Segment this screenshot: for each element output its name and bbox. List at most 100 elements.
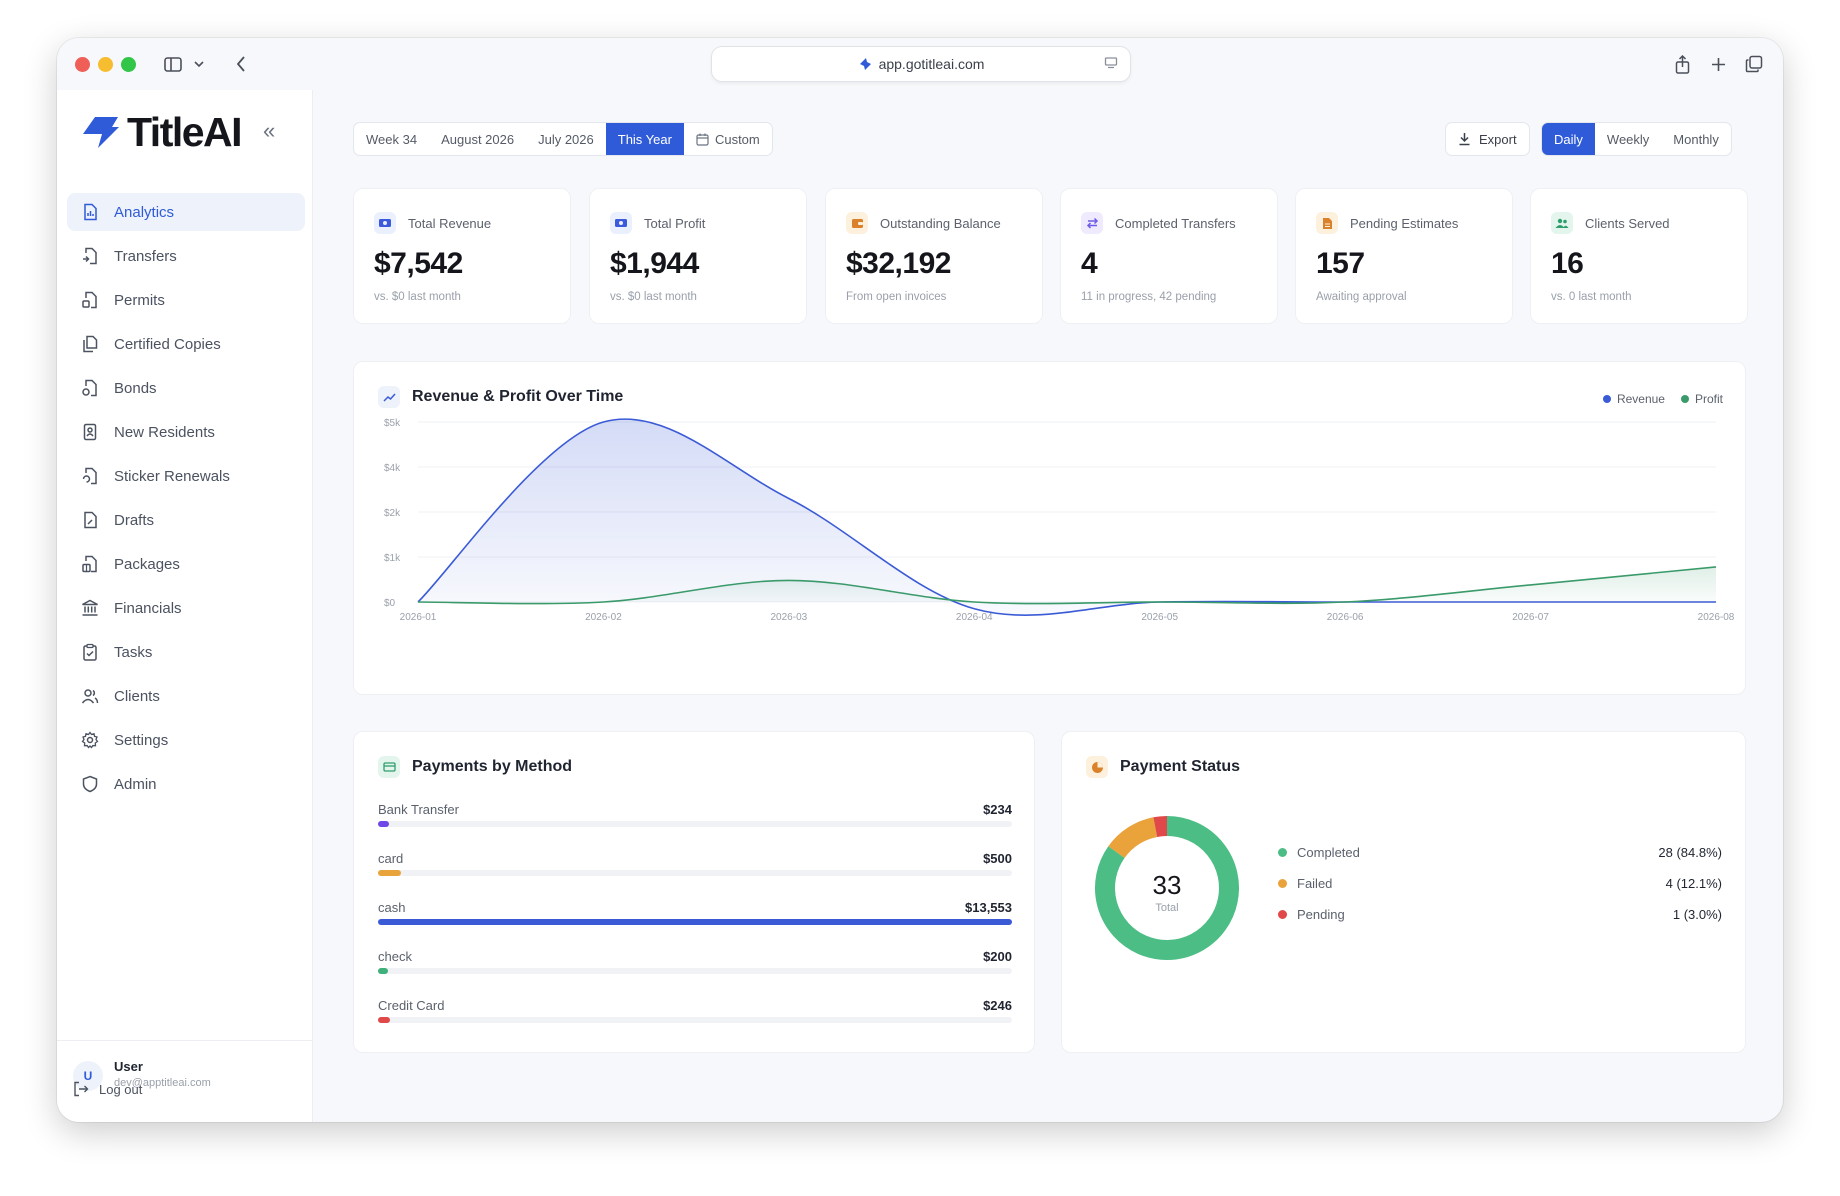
- minimize-window-button[interactable]: [98, 57, 113, 72]
- calendar-icon: [696, 133, 709, 146]
- logout-label: Log out: [99, 1081, 143, 1097]
- sidebar-item-label: Bonds: [114, 379, 157, 397]
- kpi-subtext: From open invoices: [846, 291, 947, 303]
- y-tick-label: $1k: [384, 553, 401, 564]
- swap-icon: [1081, 212, 1103, 234]
- status-row-failed: Failed 4 (12.1%): [1278, 876, 1722, 891]
- x-tick-label: 2026-04: [956, 612, 993, 623]
- status-dot: [1278, 879, 1287, 888]
- date-range-selector: Week 34 August 2026 July 2026 This Year …: [353, 122, 773, 156]
- kpi-label: Total Revenue: [408, 215, 492, 231]
- sidebar-item-label: Permits: [114, 291, 165, 309]
- status-value: 1 (3.0%): [1672, 907, 1722, 922]
- money-icon: [610, 212, 632, 234]
- legend-revenue-dot: [1602, 395, 1611, 403]
- sidebar-item-permits[interactable]: Permits: [67, 281, 305, 319]
- shield-icon: [80, 774, 100, 794]
- sidebar-item-analytics[interactable]: Analytics: [67, 193, 305, 231]
- payment-method-amount: $13,553: [965, 900, 1012, 915]
- money-icon: [374, 212, 396, 234]
- copies-icon: [80, 334, 100, 354]
- share-icon[interactable]: [1671, 51, 1693, 77]
- range-august-2026[interactable]: August 2026: [441, 131, 515, 147]
- kpi-card-clients-served: Clients Served 16 vs. 0 last month: [1530, 188, 1748, 324]
- period-weekly[interactable]: Weekly: [1606, 131, 1650, 147]
- brand-logo[interactable]: TitleAI: [81, 109, 243, 155]
- donut-slice-completed: [1095, 816, 1239, 960]
- status-value: 28 (84.8%): [1658, 845, 1722, 860]
- series-line-profit: [417, 566, 1717, 605]
- people-icon: [1551, 212, 1573, 234]
- range-week-34[interactable]: Week 34: [366, 131, 418, 147]
- sidebar-item-new-residents[interactable]: New Residents: [67, 413, 305, 451]
- tab-overview-icon[interactable]: [1743, 51, 1765, 77]
- logout-button[interactable]: Log out: [73, 1081, 142, 1097]
- range-this-year[interactable]: This Year: [605, 123, 684, 155]
- sidebar-item-settings[interactable]: Settings: [67, 721, 305, 759]
- payment-method-amount: $200: [983, 949, 1012, 964]
- x-tick-label: 2026-07: [1512, 612, 1549, 623]
- zoom-window-button[interactable]: [121, 57, 136, 72]
- x-tick-label: 2026-05: [1141, 612, 1178, 623]
- payment-method-bar: [378, 1017, 390, 1023]
- range-july-2026[interactable]: July 2026: [538, 131, 594, 147]
- kpi-value: 16: [1551, 247, 1584, 280]
- series-area-profit: [418, 566, 1716, 604]
- kpi-card-pending-estimates: Pending Estimates 157 Awaiting approval: [1295, 188, 1513, 324]
- chart-title: Revenue & Profit Over Time: [412, 388, 624, 405]
- kpi-card-total-profit: Total Profit $1,944 vs. $0 last month: [589, 188, 807, 324]
- draft-document-icon: [80, 510, 100, 530]
- transfer-document-icon: [80, 246, 100, 266]
- user-profile[interactable]: U User dev@apptitleai.com: [57, 1040, 313, 1091]
- sidebar-item-packages[interactable]: Packages: [67, 545, 305, 583]
- pie-chart-icon: [1086, 756, 1108, 778]
- new-tab-icon[interactable]: [1707, 51, 1729, 77]
- kpi-value: $1,944: [610, 247, 699, 280]
- sidebar-item-label: Clients: [114, 687, 160, 705]
- avatar: U: [73, 1061, 103, 1091]
- kpi-label: Total Profit: [644, 215, 706, 231]
- sidebar-item-clients[interactable]: Clients: [67, 677, 305, 715]
- collapse-sidebar-icon[interactable]: «: [263, 118, 276, 143]
- user-name: User: [114, 1059, 143, 1074]
- file-icon: [1316, 212, 1338, 234]
- period-monthly[interactable]: Monthly: [1673, 131, 1719, 147]
- sidebar-item-bonds[interactable]: Bonds: [67, 369, 305, 407]
- sidebar-item-label: Financials: [114, 599, 182, 617]
- chevron-down-icon[interactable]: [191, 51, 207, 77]
- kpi-label: Outstanding Balance: [880, 215, 1001, 231]
- kpi-subtext: 11 in progress, 42 pending: [1081, 291, 1217, 303]
- reader-mode-icon[interactable]: [1104, 56, 1118, 73]
- sidebar-item-tasks[interactable]: Tasks: [67, 633, 305, 671]
- range-custom[interactable]: Custom: [684, 123, 772, 155]
- y-tick-label: $4k: [384, 463, 401, 474]
- payment-method-amount: $500: [983, 851, 1012, 866]
- export-button[interactable]: Export: [1445, 122, 1530, 156]
- logo-bolt-icon: [83, 117, 119, 148]
- sidebar-item-financials[interactable]: Financials: [67, 589, 305, 627]
- chart-document-icon: [80, 202, 100, 222]
- sidebar-item-admin[interactable]: Admin: [67, 765, 305, 803]
- sidebar-item-label: Settings: [114, 731, 169, 749]
- payment-method-label: card: [378, 851, 404, 866]
- revenue-profit-area-chart: $0 $1k $2k $4k $5k 2026-01 2026-02 2026-03 2026-…: [384, 418, 1735, 623]
- sidebar-item-drafts[interactable]: Drafts: [67, 501, 305, 539]
- address-bar[interactable]: app.gotitleai.com: [712, 47, 1130, 81]
- sidebar-item-label: Admin: [114, 775, 157, 793]
- status-row-pending: Pending 1 (3.0%): [1278, 907, 1722, 922]
- sidebar-item-certified-copies[interactable]: Certified Copies: [67, 325, 305, 363]
- revenue-profit-chart-card: Revenue & Profit Over Time Revenue Profi…: [353, 361, 1746, 695]
- payment-method-bar: [378, 870, 402, 876]
- trend-icon: [378, 386, 400, 408]
- back-arrow-icon[interactable]: [231, 51, 251, 77]
- series-area-revenue: [418, 419, 1716, 616]
- kpi-label: Clients Served: [1585, 215, 1670, 231]
- x-tick-label: 2026-08: [1698, 612, 1735, 623]
- sidebar-item-sticker-renewals[interactable]: Sticker Renewals: [67, 457, 305, 495]
- period-daily[interactable]: Daily: [1542, 123, 1595, 155]
- sidebar-item-transfers[interactable]: Transfers: [67, 237, 305, 275]
- payment-method-amount: $234: [983, 802, 1012, 817]
- sidebar-toggle-icon[interactable]: [160, 51, 186, 77]
- close-window-button[interactable]: [75, 57, 90, 72]
- donut-total-value: 33: [1152, 870, 1182, 900]
